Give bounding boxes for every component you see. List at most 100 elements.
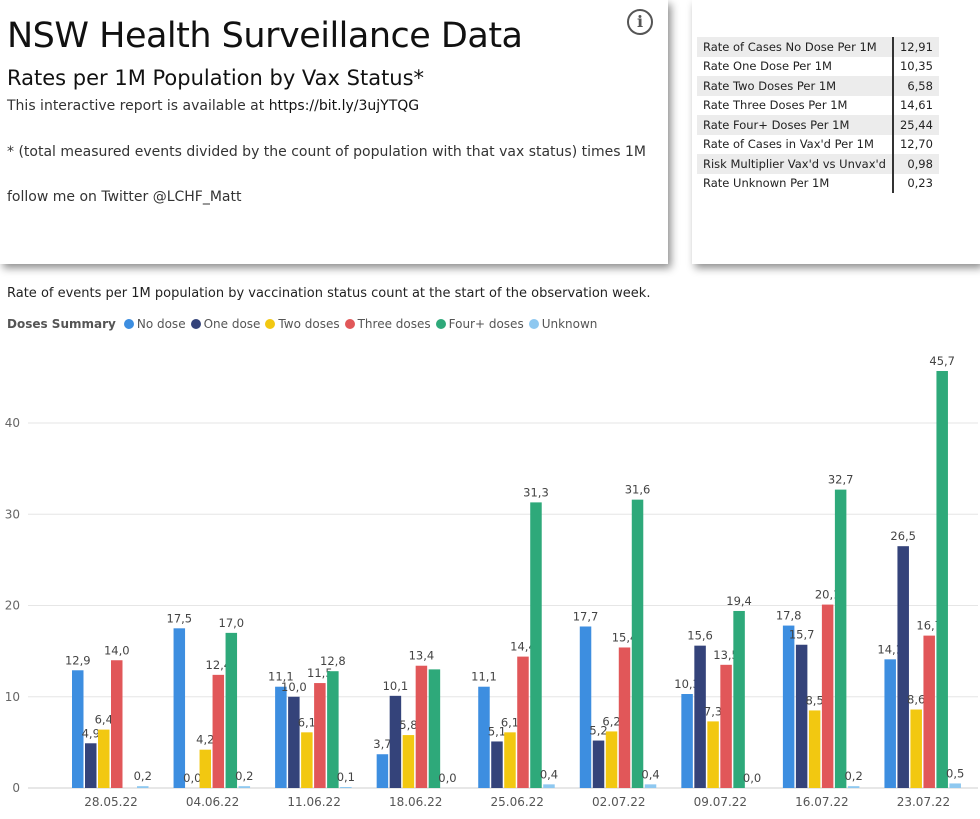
bar — [681, 694, 693, 788]
legend-swatch — [435, 319, 446, 329]
bar — [72, 670, 84, 788]
bar — [199, 749, 212, 788]
data-label: 16,7 — [916, 619, 942, 633]
stats-label: Rate Three Doses Per 1M — [703, 98, 848, 113]
bar — [834, 489, 847, 788]
bar — [137, 786, 149, 788]
bar — [618, 647, 631, 788]
info-icon[interactable]: i — [627, 9, 653, 35]
stats-row: Risk Multiplier Vax'd vs Unvax'd 0,98 — [697, 154, 939, 174]
bar — [808, 710, 821, 788]
stats-label: Rate Unknown Per 1M — [703, 176, 830, 191]
data-label: 13,5 — [713, 648, 739, 662]
chart-title: Rate of events per 1M population by vacc… — [7, 286, 651, 301]
data-label: 10,0 — [281, 680, 307, 694]
y-tick-label: 20 — [5, 599, 20, 613]
bar — [543, 784, 555, 788]
stats-value: 0,98 — [891, 154, 939, 174]
data-label: 17,8 — [776, 609, 802, 623]
data-label: 10,1 — [383, 679, 409, 693]
bar — [288, 696, 300, 788]
twitter-line: follow me on Twitter @LCHF_Matt — [7, 189, 242, 205]
stats-table: Rate of Cases No Dose Per 1M 12,91 Rate On… — [697, 37, 939, 193]
bar — [592, 740, 605, 788]
bar — [340, 787, 352, 788]
legend-label: No dose — [136, 317, 186, 331]
stats-value: 25,44 — [891, 115, 939, 135]
data-label: 0,2 — [844, 769, 862, 783]
data-label: 0,0 — [183, 771, 201, 785]
bar — [884, 659, 896, 788]
page-subtitle: Rates per 1M Population by Vax Status* — [7, 66, 425, 90]
bar-chart: 0 10 20 30 40 28.05.22 12,9 4,96,4 14,0 0,2 04.06.… — [5, 354, 978, 809]
data-label: 31,3 — [523, 485, 549, 499]
bar — [923, 635, 935, 788]
legend-item[interactable]: Unknown — [528, 317, 598, 331]
legend-item[interactable]: Two doses — [265, 317, 340, 331]
stats-value: 0,23 — [891, 173, 939, 193]
data-label: 14,0 — [104, 643, 130, 657]
y-tick-label: 10 — [5, 690, 20, 704]
stats-label: Rate of Cases No Dose Per 1M — [697, 37, 893, 57]
stats-row: Rate Two Doses Per 1M 6,58 — [697, 76, 939, 96]
bar — [225, 632, 238, 788]
bar — [111, 660, 123, 788]
data-label: 14,1 — [877, 642, 903, 656]
data-label: 15,7 — [789, 628, 815, 642]
bar — [707, 721, 719, 788]
data-label: 6,1 — [298, 715, 316, 729]
bar — [491, 741, 503, 788]
x-tick-label: 23.07.22 — [897, 795, 950, 809]
stats-label: Rate of Cases in Vax'd Per 1M — [703, 137, 874, 152]
data-label: 19,4 — [726, 594, 752, 608]
legend-item[interactable]: Four+ doses — [435, 317, 524, 331]
report-availability: This interactive report is available at … — [7, 98, 419, 114]
bar — [402, 735, 415, 788]
data-label: 12,9 — [65, 653, 91, 667]
data-label: 7,3 — [704, 704, 722, 718]
data-label: 11,5 — [307, 666, 333, 680]
x-tick-label: 18.06.22 — [389, 795, 442, 809]
data-label: 10,3 — [674, 677, 700, 691]
data-label: 4,2 — [196, 733, 214, 747]
legend-item[interactable]: No dose — [123, 317, 186, 331]
legend-swatch — [265, 319, 276, 329]
data-label: 4,9 — [82, 726, 100, 740]
stats-value: 12,70 — [891, 134, 939, 154]
stats-value: 6,58 — [891, 76, 939, 96]
legend-label: Unknown — [541, 317, 598, 331]
legend-swatch — [344, 319, 355, 329]
bar — [376, 754, 389, 788]
bar — [478, 686, 490, 788]
data-label: 11,1 — [268, 670, 294, 684]
stats-label: Rate Four+ Doses Per 1M — [697, 115, 893, 135]
data-label: 17,5 — [167, 611, 193, 625]
x-tick-label: 28.05.22 — [84, 795, 137, 809]
legend-label: Four+ doses — [448, 317, 524, 331]
data-label: 12,4 — [206, 658, 232, 672]
x-tick-label: 11.06.22 — [287, 795, 340, 809]
bar — [782, 625, 795, 788]
bar — [644, 784, 657, 788]
bar — [314, 683, 326, 788]
legend-item[interactable]: One dose — [190, 317, 261, 331]
legend-label: One dose — [203, 317, 261, 331]
bar — [389, 695, 402, 788]
bar — [212, 674, 225, 788]
stats-label: Risk Multiplier Vax'd vs Unvax'd — [697, 154, 893, 174]
data-label: 0,0 — [438, 771, 456, 785]
footnote: * (total measured events divided by the … — [7, 144, 646, 160]
data-label: 0,5 — [946, 766, 964, 780]
data-label: 8,5 — [805, 693, 823, 707]
report-link[interactable]: https://bit.ly/3ujYTQG — [268, 98, 420, 114]
bar — [98, 729, 110, 788]
legend-item[interactable]: Three doses — [344, 317, 431, 331]
legend-swatch — [123, 319, 134, 329]
data-label: 0,0 — [743, 771, 761, 785]
data-label: 0,2 — [235, 769, 253, 783]
data-label: 8,6 — [907, 693, 925, 707]
bar — [910, 709, 922, 788]
bar — [428, 669, 441, 788]
stats-label: Rate Two Doses Per 1M — [697, 76, 893, 96]
x-tick-label: 16.07.22 — [795, 795, 848, 809]
